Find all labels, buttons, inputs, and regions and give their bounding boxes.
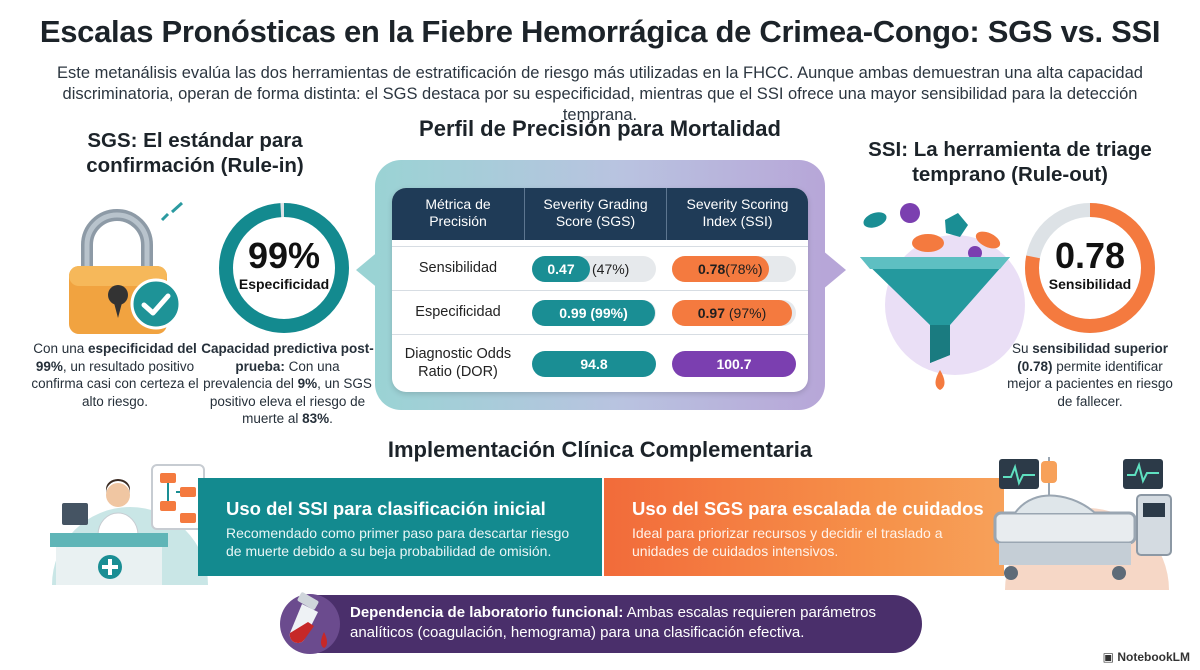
row-label-dor: Diagnostic Odds Ratio (DOR) <box>404 346 512 380</box>
sgs-ring-label: Especificidad <box>238 276 330 292</box>
sgs-card-body: Ideal para priorizar recursos y decidir … <box>632 525 943 559</box>
ssi-heading-line-1: SSI: La herramienta de triage <box>868 138 1152 161</box>
intro-text: Este metanálisis evalúa las dos herramie… <box>40 63 1160 126</box>
ssi-specificity-bar: 0.97 (97%) <box>672 300 792 326</box>
lab-dependency-text: Dependencia de laboratorio funcional: Am… <box>350 604 877 641</box>
doctor-desk-icon <box>50 464 208 585</box>
ssi-heading-line-2: temprano (Rule-out) <box>912 163 1108 186</box>
ssi-ring-value: 0.78 <box>1054 235 1126 276</box>
sgs-implementation-card: Uso del SGS para escalada de cuidados Id… <box>604 478 1004 576</box>
notebooklm-logo: ▣ NotebookLM <box>1103 650 1190 664</box>
ssi-implementation-card: Uso del SSI para clasificación inicial R… <box>198 478 602 576</box>
sgs-sensitivity-pct: (47%) <box>592 261 630 277</box>
intro-line-1: Este metanálisis evalúa las dos herramie… <box>57 64 1143 82</box>
ssi-sensitivity-ring: 0.78 Sensibilidad <box>1022 200 1158 336</box>
intro-line-2: discriminatoria, operan de forma distint… <box>62 85 1138 124</box>
ssi-dor-bar: 100.7 <box>672 351 796 377</box>
ssi-card-body: Recomendado como primer paso para descar… <box>226 525 570 559</box>
ssi-card-title: Uso del SSI para clasificación inicial <box>226 498 546 519</box>
lab-dependency-banner <box>282 595 922 653</box>
precision-table: Métrica de Precisión Severity Grading Scor… <box>392 188 808 392</box>
table-row: Especificidad 0.99 (99%) 0.97 (97%) <box>392 290 808 334</box>
table-row: Sensibilidad 0.47 (47%) 0.78(78%) <box>392 246 808 290</box>
sgs-predictive-text: Capacidad predictiva post-prueba: Con un… <box>201 341 374 426</box>
ssi-heading: SSI: La herramienta de triage temprano (… <box>850 137 1170 187</box>
table-right-pointer <box>822 250 846 290</box>
notebooklm-logo-icon: ▣ <box>1102 650 1114 664</box>
col-header-sgs: Severity Grading Score (SGS) <box>543 196 648 229</box>
brand-name: NotebookLM <box>1117 650 1190 664</box>
sgs-card-title: Uso del SGS para escalada de cuidados <box>632 498 984 519</box>
funnel-icon <box>860 203 1025 390</box>
table-header-row: Métrica de Precisión Severity Grading Scor… <box>392 188 808 240</box>
sgs-heading-line-2: confirmación (Rule-in) <box>86 154 304 177</box>
sgs-specificity-bar: 0.99 (99%) <box>532 300 655 326</box>
ssi-sensitivity-bar: 0.78(78%) <box>672 256 769 282</box>
sgs-lock-text: Con una especificidad del 99%, un result… <box>31 341 199 409</box>
table-row: Diagnostic Odds Ratio (DOR) 94.8 100.7 <box>392 334 808 392</box>
table-heading: Perfil de Precisión para Mortalidad <box>419 116 781 141</box>
page-title: Escalas Pronósticas en la Fiebre Hemorrá… <box>39 14 1161 49</box>
hospital-bed-icon <box>993 457 1172 590</box>
sgs-ring-value: 99% <box>247 235 321 276</box>
sgs-heading-line-1: SGS: El estándar para <box>87 129 303 152</box>
blood-tube-icon <box>280 592 340 654</box>
check-icon <box>130 278 182 330</box>
col-header-ssi: Severity Scoring Index (SSI) <box>686 196 789 229</box>
sgs-dor-bar: 94.8 <box>532 351 656 377</box>
row-label-specificity: Especificidad <box>415 304 501 320</box>
flowchart-icon <box>151 464 205 530</box>
implementation-heading: Implementación Clínica Complementaria <box>387 437 813 462</box>
row-label-sensitivity: Sensibilidad <box>418 260 498 276</box>
ssi-ring-label: Sensibilidad <box>1048 276 1132 292</box>
sgs-sensitivity-bar: 0.47 <box>532 256 590 282</box>
col-header-metric: Métrica de Precisión <box>425 196 491 229</box>
table-left-pointer <box>356 250 380 290</box>
sgs-specificity-ring: 99% Especificidad <box>216 200 352 336</box>
sgs-heading: SGS: El estándar para confirmación (Rule… <box>40 128 350 178</box>
ssi-text: Su sensibilidad superior (0.78) permite … <box>1007 341 1173 409</box>
